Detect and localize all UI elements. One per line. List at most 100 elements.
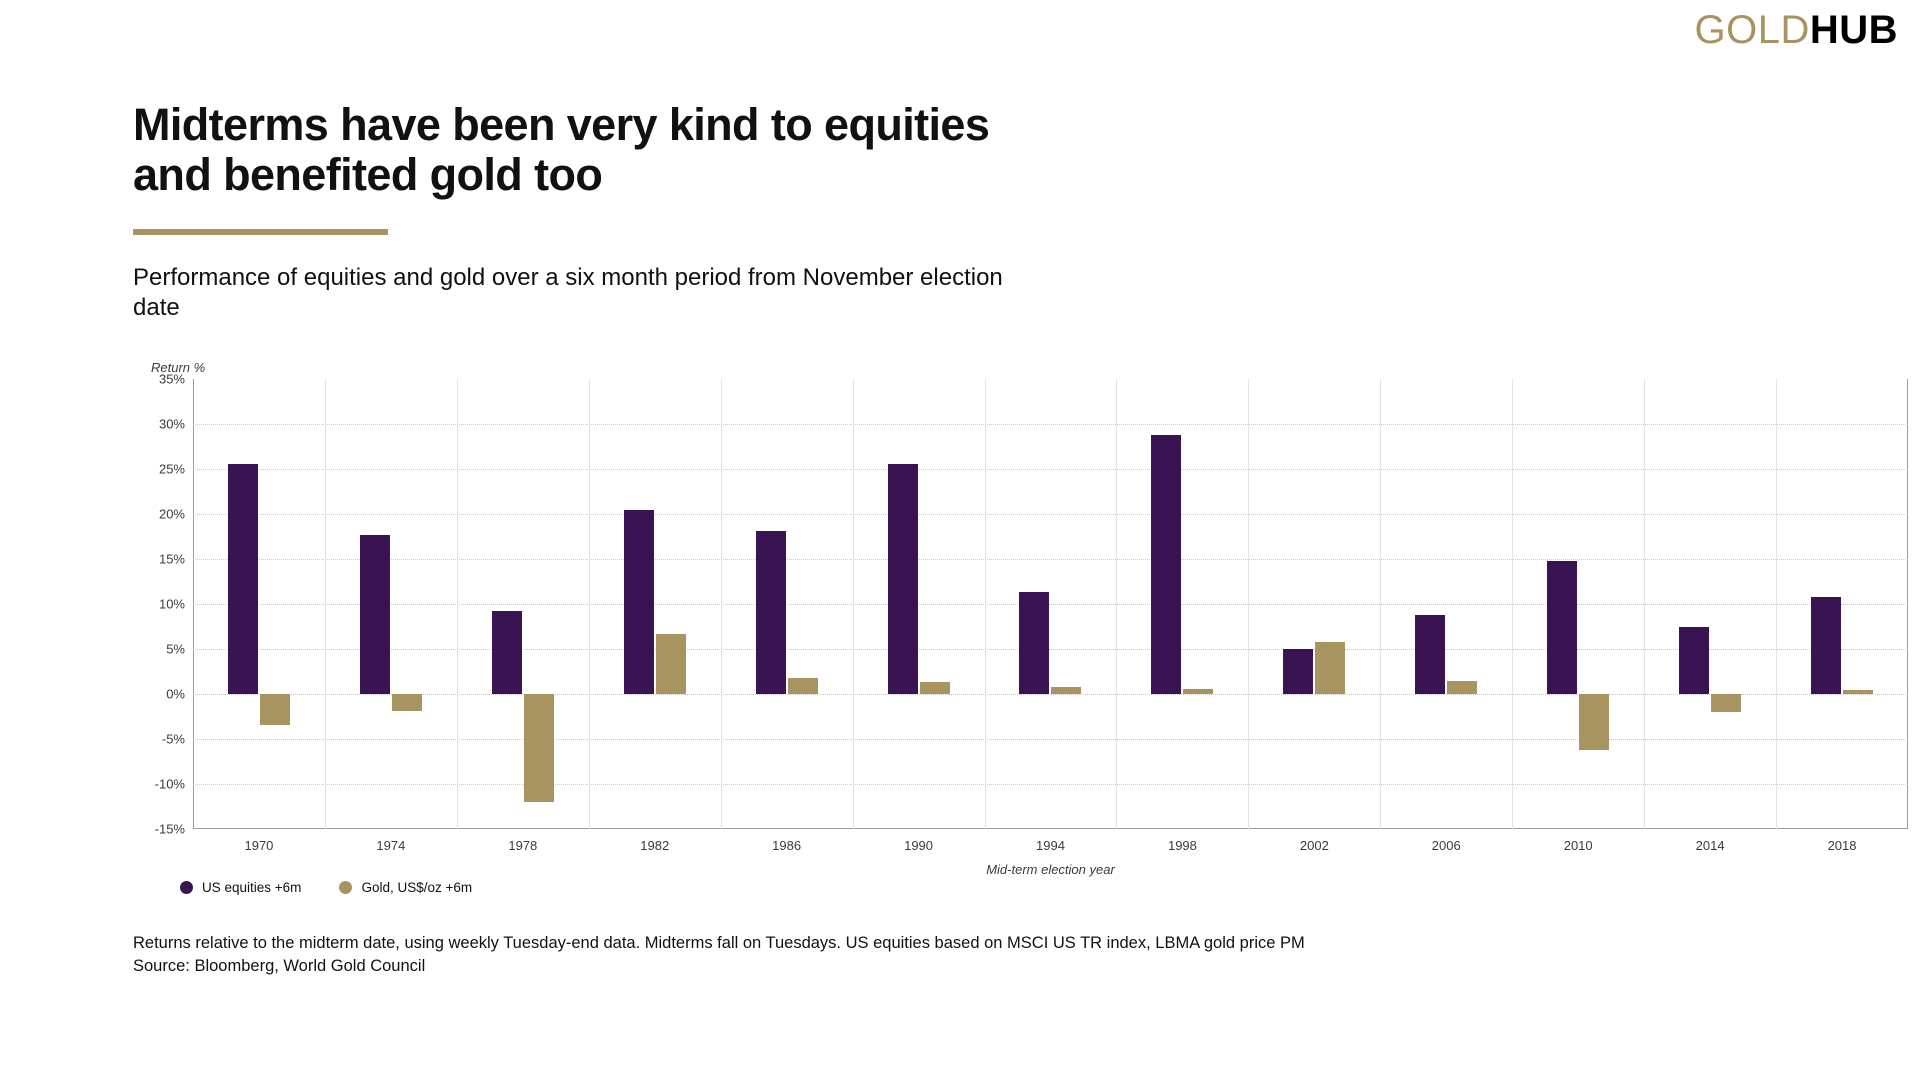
bar-us-equities-1998[interactable] <box>1151 434 1182 694</box>
bar-group-1986 <box>721 379 853 829</box>
category-separator <box>852 379 854 829</box>
bar-gold-2002[interactable] <box>1315 641 1346 694</box>
category-separator <box>1380 379 1382 829</box>
y-axis-tick-label: 15% <box>158 551 185 567</box>
bar-group-2006 <box>1380 379 1512 829</box>
chart-legend: US equities +6m Gold, US$/oz +6m <box>180 880 472 895</box>
bar-gold-2018[interactable] <box>1843 689 1874 694</box>
footnote-methodology: Returns relative to the midterm date, us… <box>133 934 1305 952</box>
x-axis-tick-label: 1974 <box>376 838 406 853</box>
goldhub-logo: GOLDHUB <box>1694 10 1898 50</box>
gridline <box>193 604 1908 605</box>
legend-swatch-icon <box>339 881 353 894</box>
bar-group-1982 <box>589 379 721 829</box>
x-axis-tick-label: 1994 <box>1036 838 1065 853</box>
bar-gold-1986[interactable] <box>787 677 818 694</box>
bar-gold-1998[interactable] <box>1183 688 1214 694</box>
bar-group-1978 <box>457 379 589 829</box>
gridline <box>193 469 1908 470</box>
x-axis-tick-label: 1978 <box>508 838 538 853</box>
bar-us-equities-2018[interactable] <box>1811 596 1842 694</box>
bar-us-equities-2002[interactable] <box>1283 649 1314 694</box>
bar-group-1970 <box>193 379 325 829</box>
x-axis-tick-label: 2014 <box>1695 838 1725 853</box>
category-separator <box>588 379 590 829</box>
bar-gold-1982[interactable] <box>655 633 686 694</box>
y-axis-tick-label: -5% <box>161 731 185 747</box>
x-axis-tick-label: 2010 <box>1563 838 1593 853</box>
bar-group-1998 <box>1116 379 1248 829</box>
bar-us-equities-2006[interactable] <box>1415 614 1446 694</box>
bar-us-equities-1986[interactable] <box>755 531 786 694</box>
bar-group-2010 <box>1512 379 1644 829</box>
category-separator <box>324 379 326 829</box>
x-axis-tick-label: 2018 <box>1827 838 1857 853</box>
gridline <box>193 424 1908 425</box>
y-axis-tick-label: -15% <box>154 821 185 837</box>
chart-container: Return % 35% 30% 25% 20% 15% 10% 5% 0% -5% -10% -1… <box>133 360 1908 920</box>
category-separator <box>1644 379 1646 829</box>
bar-gold-1994[interactable] <box>1051 686 1082 694</box>
category-separator <box>456 379 458 829</box>
x-axis-tick-label: 1982 <box>640 838 670 853</box>
bar-gold-1978[interactable] <box>523 694 554 802</box>
y-axis-tick-label: 25% <box>158 461 185 477</box>
page-subtitle: Performance of equities and gold over a … <box>133 264 1003 321</box>
legend-label: US equities +6m <box>202 880 302 895</box>
bar-group-2018 <box>1776 379 1908 829</box>
y-axis-tick-label: -10% <box>154 776 185 792</box>
bar-group-2002 <box>1248 379 1380 829</box>
plot-area: 35% 30% 25% 20% 15% 10% 5% 0% -5% -10% -15% 1970 19… <box>155 372 1908 877</box>
bar-us-equities-1994[interactable] <box>1019 592 1050 694</box>
category-separator <box>1776 379 1778 829</box>
category-separator <box>1248 379 1250 829</box>
category-separator <box>720 379 722 829</box>
y-axis-tick-label: 30% <box>158 416 185 432</box>
y-axis-tick-label: 0% <box>166 686 185 702</box>
bar-gold-2014[interactable] <box>1711 694 1742 712</box>
page-title: Midterms have been very kind to equities… <box>133 99 990 201</box>
gridline <box>193 649 1908 650</box>
bar-gold-1970[interactable] <box>259 694 290 725</box>
title-block: Midterms have been very kind to equities… <box>133 99 1333 201</box>
bar-us-equities-2014[interactable] <box>1679 626 1710 694</box>
bar-gold-2010[interactable] <box>1579 694 1610 750</box>
gridline <box>193 514 1908 515</box>
category-separator <box>1116 379 1118 829</box>
x-axis-title: Mid-term election year <box>986 862 1115 877</box>
bar-gold-1990[interactable] <box>919 682 950 694</box>
legend-item-us-equities[interactable]: US equities +6m <box>180 880 301 895</box>
gridline <box>193 739 1908 740</box>
footnotes: Returns relative to the midterm date, us… <box>133 932 1633 979</box>
x-axis-tick-label: 1986 <box>772 838 802 853</box>
bar-us-equities-2010[interactable] <box>1547 560 1578 694</box>
category-separator <box>984 379 986 829</box>
logo-hub-text: HUB <box>1809 8 1898 52</box>
bar-us-equities-1970[interactable] <box>227 463 258 694</box>
x-axis-tick-label: 1998 <box>1167 838 1197 853</box>
bar-gold-2006[interactable] <box>1447 681 1478 694</box>
x-axis-tick-label: 1990 <box>904 838 934 853</box>
y-axis-tick-label: 10% <box>158 596 185 612</box>
legend-label: Gold, US$/oz +6m <box>361 880 473 895</box>
bar-us-equities-1974[interactable] <box>359 534 390 694</box>
footnote-source: Source: Bloomberg, World Gold Council <box>133 957 426 976</box>
gridline <box>193 694 1908 695</box>
bar-us-equities-1982[interactable] <box>623 510 654 694</box>
bar-group-2014 <box>1644 379 1776 829</box>
y-axis-tick-label: 20% <box>158 506 185 522</box>
x-axis-tick-label: 1970 <box>244 838 274 853</box>
x-axis-tick-label: 2006 <box>1431 838 1461 853</box>
bar-us-equities-1990[interactable] <box>887 463 918 694</box>
y-axis-title: Return % <box>151 360 206 375</box>
bar-us-equities-1978[interactable] <box>491 611 522 694</box>
bar-group-1974 <box>325 379 457 829</box>
y-axis-tick-label: 5% <box>166 641 185 657</box>
y-axis-tick-label: 35% <box>158 371 185 387</box>
logo-gold-text: GOLD <box>1694 8 1810 52</box>
title-underline-rule <box>133 229 388 235</box>
gridline <box>193 559 1908 560</box>
bar-group-1990 <box>853 379 985 829</box>
bar-gold-1974[interactable] <box>391 694 422 712</box>
legend-item-gold[interactable]: Gold, US$/oz +6m <box>339 880 472 895</box>
